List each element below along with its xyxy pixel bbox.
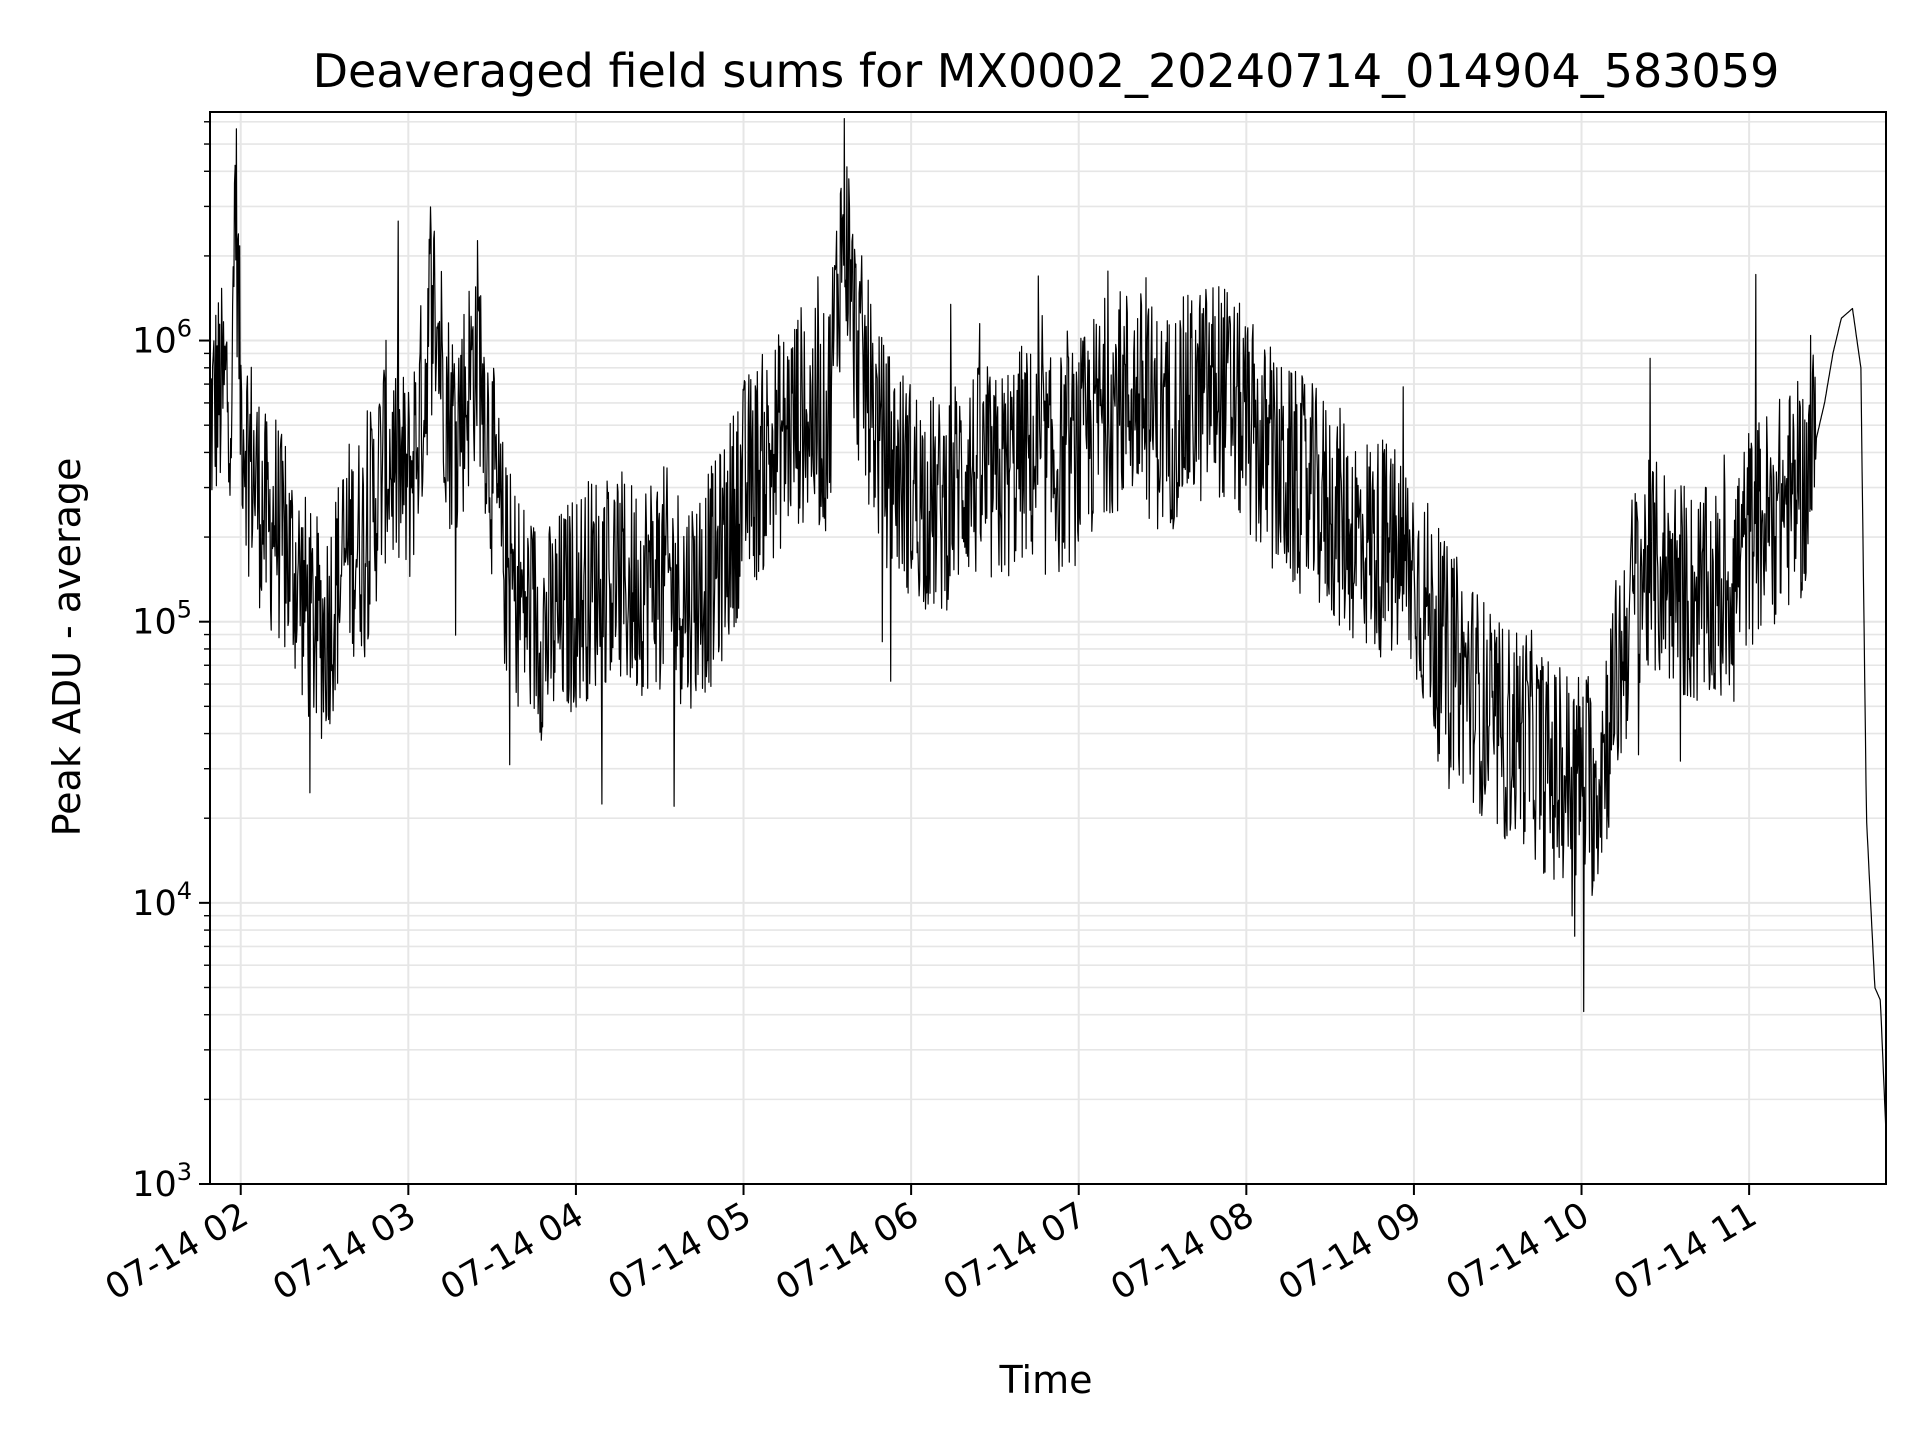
y-tick-label: 104 bbox=[132, 877, 192, 924]
y-axis: 103 104 105 106 bbox=[132, 121, 210, 1205]
y-axis-label: Peak ADU - average bbox=[45, 458, 89, 837]
series-line bbox=[209, 117, 1887, 1135]
chart-title: Deaveraged field sums for MX0002_2024071… bbox=[313, 44, 1780, 98]
series-group bbox=[209, 117, 1887, 1135]
y-tick-label: 105 bbox=[132, 596, 192, 643]
y-tick-label: 103 bbox=[132, 1158, 192, 1205]
x-axis-label: Time bbox=[999, 1358, 1093, 1402]
y-tick-label: 106 bbox=[132, 315, 192, 362]
axes-frame bbox=[209, 111, 1887, 1185]
